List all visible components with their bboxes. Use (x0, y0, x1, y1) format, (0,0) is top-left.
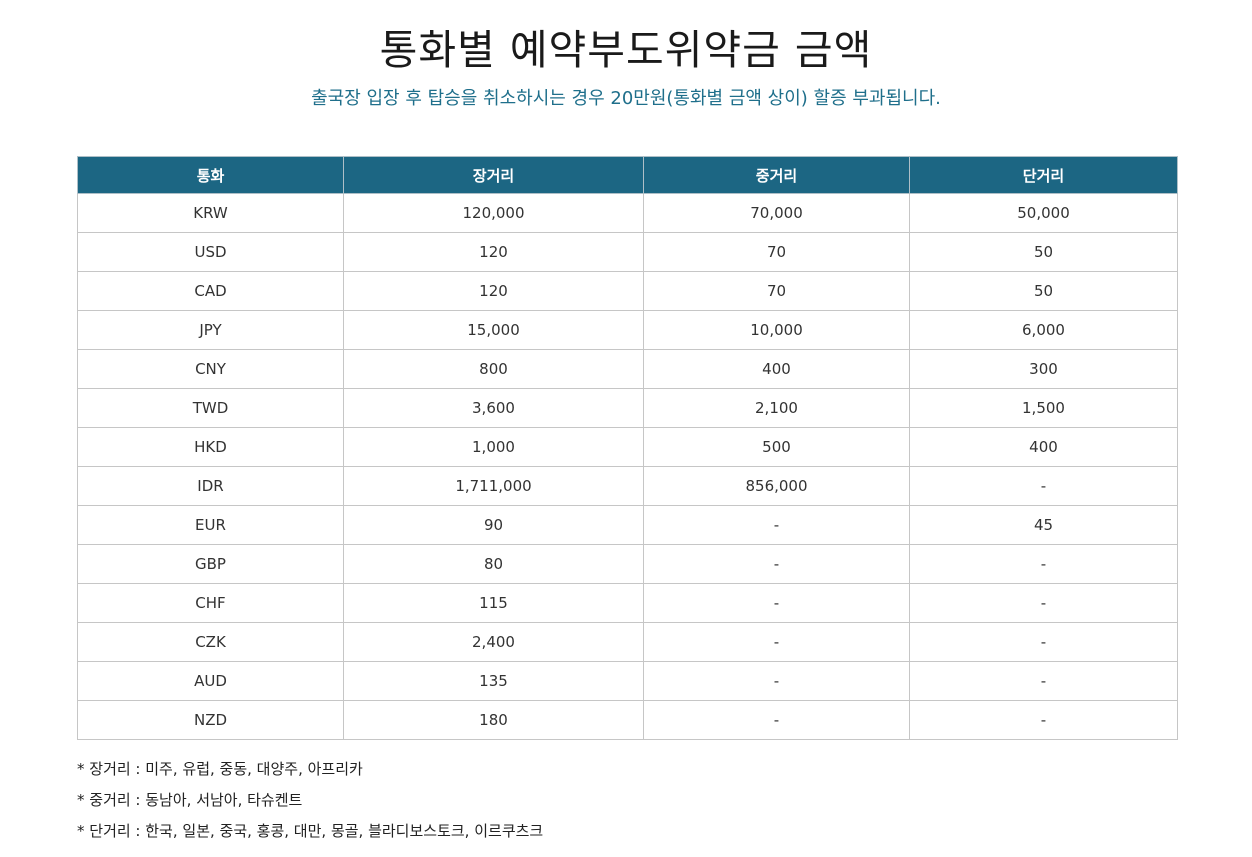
cell-short-haul: 300 (909, 349, 1178, 389)
table-row: CNY 800 400 300 (77, 349, 1178, 389)
penalty-fee-table: 통화 장거리 중거리 단거리 KRW 120,000 70,000 50,000… (77, 156, 1178, 740)
cell-long-haul: 135 (343, 661, 644, 701)
cell-short-haul: - (909, 700, 1178, 740)
table-row: NZD 180 - - (77, 700, 1178, 740)
region-notes: * 장거리 : 미주, 유럽, 중동, 대양주, 아프리카 * 중거리 : 동남… (77, 754, 543, 847)
column-header-long-haul: 장거리 (343, 156, 644, 194)
cell-long-haul: 120,000 (343, 193, 644, 233)
column-header-currency: 통화 (77, 156, 344, 194)
cell-short-haul: - (909, 661, 1178, 701)
cell-medium-haul: 70 (643, 271, 910, 311)
column-header-short-haul: 단거리 (909, 156, 1178, 194)
cell-short-haul: - (909, 466, 1178, 506)
cell-long-haul: 2,400 (343, 622, 644, 662)
cell-medium-haul: - (643, 622, 910, 662)
cell-medium-haul: 856,000 (643, 466, 910, 506)
cell-long-haul: 1,000 (343, 427, 644, 467)
cell-currency: EUR (77, 505, 344, 545)
cell-currency: JPY (77, 310, 344, 350)
cell-currency: AUD (77, 661, 344, 701)
cell-medium-haul: 70 (643, 232, 910, 272)
cell-medium-haul: - (643, 661, 910, 701)
cell-medium-haul: - (643, 583, 910, 623)
cell-long-haul: 180 (343, 700, 644, 740)
table-row: GBP 80 - - (77, 544, 1178, 584)
cell-currency: GBP (77, 544, 344, 584)
table-row: EUR 90 - 45 (77, 505, 1178, 545)
cell-currency: HKD (77, 427, 344, 467)
cell-currency: KRW (77, 193, 344, 233)
cell-currency: CHF (77, 583, 344, 623)
cell-long-haul: 15,000 (343, 310, 644, 350)
cell-short-haul: 400 (909, 427, 1178, 467)
cell-long-haul: 120 (343, 271, 644, 311)
cell-currency: NZD (77, 700, 344, 740)
cell-short-haul: 50,000 (909, 193, 1178, 233)
cell-long-haul: 120 (343, 232, 644, 272)
page-subtitle: 출국장 입장 후 탑승을 취소하시는 경우 20만원(통화별 금액 상이) 할증… (311, 88, 941, 109)
table-row: AUD 135 - - (77, 661, 1178, 701)
cell-medium-haul: 10,000 (643, 310, 910, 350)
table-row: JPY 15,000 10,000 6,000 (77, 310, 1178, 350)
cell-long-haul: 1,711,000 (343, 466, 644, 506)
cell-medium-haul: - (643, 505, 910, 545)
cell-currency: CAD (77, 271, 344, 311)
cell-medium-haul: - (643, 544, 910, 584)
cell-medium-haul: 2,100 (643, 388, 910, 428)
note-long-haul: * 장거리 : 미주, 유럽, 중동, 대양주, 아프리카 (77, 760, 363, 778)
cell-short-haul: 50 (909, 271, 1178, 311)
cell-medium-haul: 400 (643, 349, 910, 389)
table-row: IDR 1,711,000 856,000 - (77, 466, 1178, 506)
cell-short-haul: 1,500 (909, 388, 1178, 428)
table-row: TWD 3,600 2,100 1,500 (77, 388, 1178, 428)
table-row: HKD 1,000 500 400 (77, 427, 1178, 467)
cell-long-haul: 3,600 (343, 388, 644, 428)
cell-long-haul: 800 (343, 349, 644, 389)
cell-medium-haul: - (643, 700, 910, 740)
cell-medium-haul: 500 (643, 427, 910, 467)
cell-currency: CZK (77, 622, 344, 662)
table-row: CAD 120 70 50 (77, 271, 1178, 311)
note-medium-haul: * 중거리 : 동남아, 서남아, 타슈켄트 (77, 791, 303, 809)
table-header-row: 통화 장거리 중거리 단거리 (77, 156, 1178, 194)
cell-currency: CNY (77, 349, 344, 389)
cell-long-haul: 90 (343, 505, 644, 545)
column-header-medium-haul: 중거리 (643, 156, 910, 194)
table-row: KRW 120,000 70,000 50,000 (77, 193, 1178, 233)
cell-long-haul: 115 (343, 583, 644, 623)
cell-currency: USD (77, 232, 344, 272)
table-row: CZK 2,400 - - (77, 622, 1178, 662)
table-row: CHF 115 - - (77, 583, 1178, 623)
note-short-haul: * 단거리 : 한국, 일본, 중국, 홍콩, 대만, 몽골, 블라디보스토크,… (77, 822, 544, 840)
cell-short-haul: - (909, 583, 1178, 623)
cell-short-haul: 45 (909, 505, 1178, 545)
cell-short-haul: 6,000 (909, 310, 1178, 350)
table-body: KRW 120,000 70,000 50,000 USD 120 70 50 … (77, 193, 1178, 740)
cell-short-haul: - (909, 622, 1178, 662)
cell-currency: TWD (77, 388, 344, 428)
table-row: USD 120 70 50 (77, 232, 1178, 272)
cell-currency: IDR (77, 466, 344, 506)
cell-medium-haul: 70,000 (643, 193, 910, 233)
cell-short-haul: - (909, 544, 1178, 584)
cell-short-haul: 50 (909, 232, 1178, 272)
page-title: 통화별 예약부도위약금 금액 (379, 26, 873, 74)
cell-long-haul: 80 (343, 544, 644, 584)
